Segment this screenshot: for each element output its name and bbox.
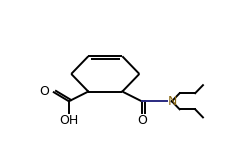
- Text: OH: OH: [59, 114, 78, 127]
- Text: O: O: [137, 114, 146, 127]
- Text: O: O: [39, 85, 49, 98]
- Text: N: N: [167, 95, 176, 108]
